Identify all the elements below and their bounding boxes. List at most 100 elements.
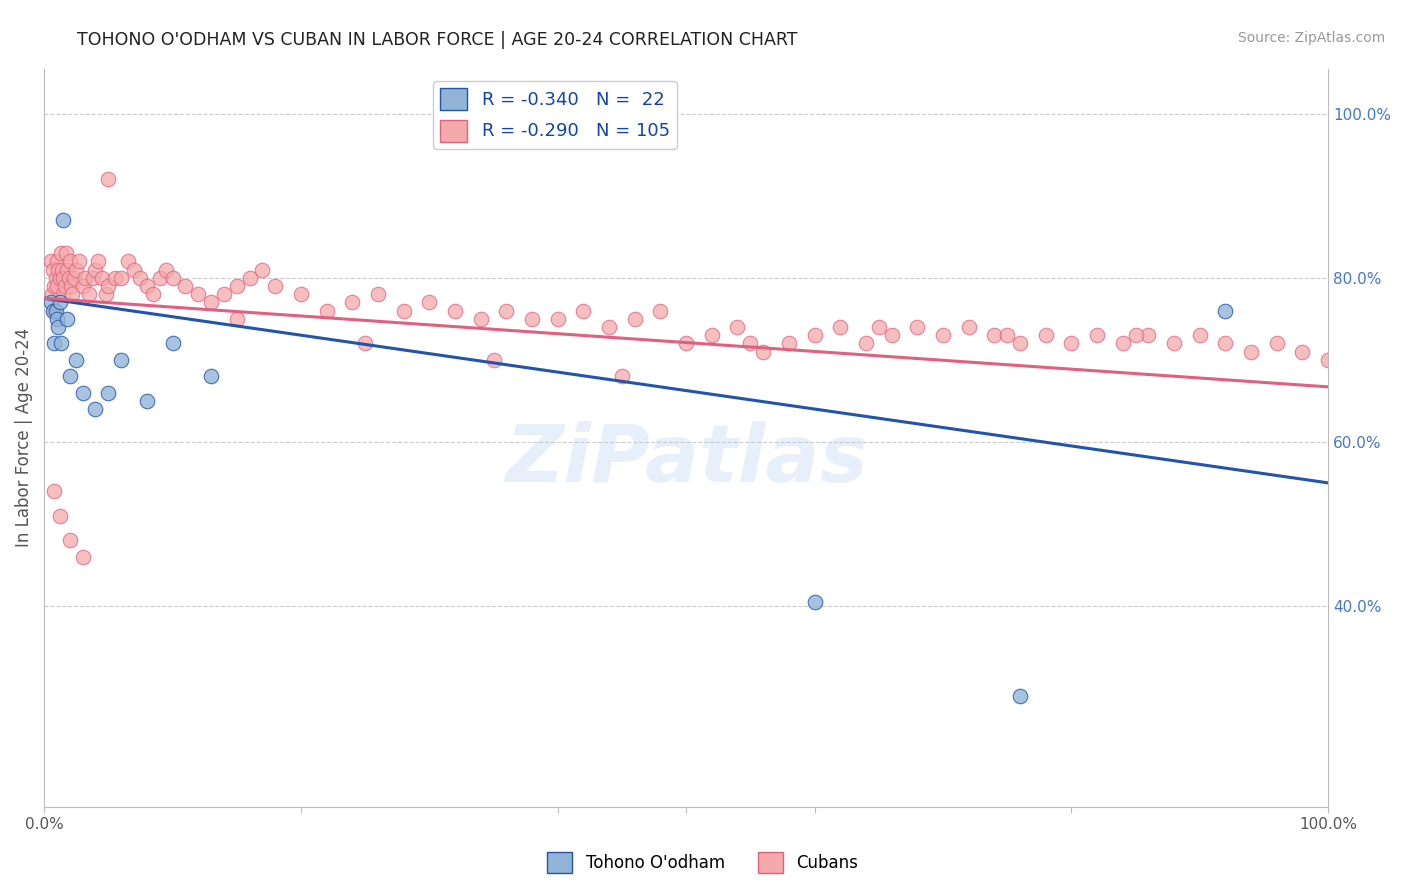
Point xyxy=(97,385,120,400)
Point xyxy=(97,172,120,186)
Point xyxy=(56,262,79,277)
Point xyxy=(44,279,66,293)
Point xyxy=(200,295,222,310)
Point xyxy=(110,352,132,367)
Point xyxy=(52,270,75,285)
Legend: Tohono O'odham, Cubans: Tohono O'odham, Cubans xyxy=(541,846,865,880)
Y-axis label: In Labor Force | Age 20-24: In Labor Force | Age 20-24 xyxy=(15,328,32,548)
Point xyxy=(700,328,723,343)
Point xyxy=(52,213,75,227)
Point xyxy=(82,270,104,285)
Point xyxy=(46,279,69,293)
Point xyxy=(983,328,1005,343)
Point xyxy=(1188,328,1211,343)
Point xyxy=(727,320,749,334)
Point xyxy=(1112,336,1135,351)
Point xyxy=(55,246,77,260)
Point xyxy=(598,320,620,334)
Point xyxy=(97,279,120,293)
Point xyxy=(75,270,97,285)
Point xyxy=(87,254,110,268)
Point xyxy=(67,254,90,268)
Point xyxy=(1008,336,1031,351)
Point xyxy=(675,336,697,351)
Point xyxy=(1137,328,1160,343)
Point xyxy=(238,270,260,285)
Point xyxy=(470,311,492,326)
Point xyxy=(77,287,100,301)
Point xyxy=(45,303,67,318)
Point xyxy=(60,279,83,293)
Point xyxy=(49,246,72,260)
Point xyxy=(49,336,72,351)
Point xyxy=(42,303,65,318)
Point xyxy=(60,287,83,301)
Point xyxy=(62,270,84,285)
Point xyxy=(46,254,69,268)
Point xyxy=(41,287,63,301)
Point xyxy=(868,320,890,334)
Legend: R = -0.340   N =  22, R = -0.290   N = 105: R = -0.340 N = 22, R = -0.290 N = 105 xyxy=(433,81,678,149)
Point xyxy=(1085,328,1108,343)
Point xyxy=(200,369,222,384)
Point xyxy=(94,287,117,301)
Text: TOHONO O'ODHAM VS CUBAN IN LABOR FORCE | AGE 20-24 CORRELATION CHART: TOHONO O'ODHAM VS CUBAN IN LABOR FORCE |… xyxy=(77,31,797,49)
Point xyxy=(1035,328,1057,343)
Text: Source: ZipAtlas.com: Source: ZipAtlas.com xyxy=(1237,31,1385,45)
Point xyxy=(65,262,87,277)
Point xyxy=(90,270,112,285)
Point xyxy=(58,270,80,285)
Point xyxy=(1060,336,1083,351)
Point xyxy=(650,303,672,318)
Point xyxy=(46,311,69,326)
Point xyxy=(740,336,762,351)
Point xyxy=(905,320,928,334)
Point xyxy=(1125,328,1147,343)
Point xyxy=(59,254,82,268)
Point xyxy=(342,295,364,310)
Point xyxy=(48,270,70,285)
Point xyxy=(59,533,82,548)
Point xyxy=(1317,352,1340,367)
Text: ZiPatlas: ZiPatlas xyxy=(505,421,868,499)
Point xyxy=(444,303,467,318)
Point xyxy=(135,279,157,293)
Point xyxy=(162,270,184,285)
Point xyxy=(72,279,94,293)
Point xyxy=(264,279,287,293)
Point xyxy=(392,303,415,318)
Point xyxy=(44,484,66,499)
Point xyxy=(142,287,165,301)
Point xyxy=(48,508,70,523)
Point xyxy=(225,311,247,326)
Point xyxy=(803,328,825,343)
Point xyxy=(104,270,127,285)
Point xyxy=(880,328,903,343)
Point xyxy=(135,393,157,408)
Point xyxy=(46,262,69,277)
Point xyxy=(44,336,66,351)
Point xyxy=(623,311,645,326)
Point xyxy=(225,279,247,293)
Point xyxy=(752,344,775,359)
Point xyxy=(957,320,980,334)
Point xyxy=(59,369,82,384)
Point xyxy=(72,385,94,400)
Point xyxy=(44,303,66,318)
Point xyxy=(520,311,543,326)
Point xyxy=(1163,336,1185,351)
Point xyxy=(48,295,70,310)
Point xyxy=(155,262,177,277)
Point xyxy=(1265,336,1288,351)
Point xyxy=(803,595,825,609)
Point xyxy=(1008,690,1031,704)
Point xyxy=(1215,303,1237,318)
Point xyxy=(252,262,274,277)
Point xyxy=(418,295,440,310)
Point xyxy=(932,328,955,343)
Point xyxy=(610,369,633,384)
Point xyxy=(572,303,595,318)
Point xyxy=(129,270,152,285)
Point xyxy=(778,336,800,351)
Point xyxy=(65,352,87,367)
